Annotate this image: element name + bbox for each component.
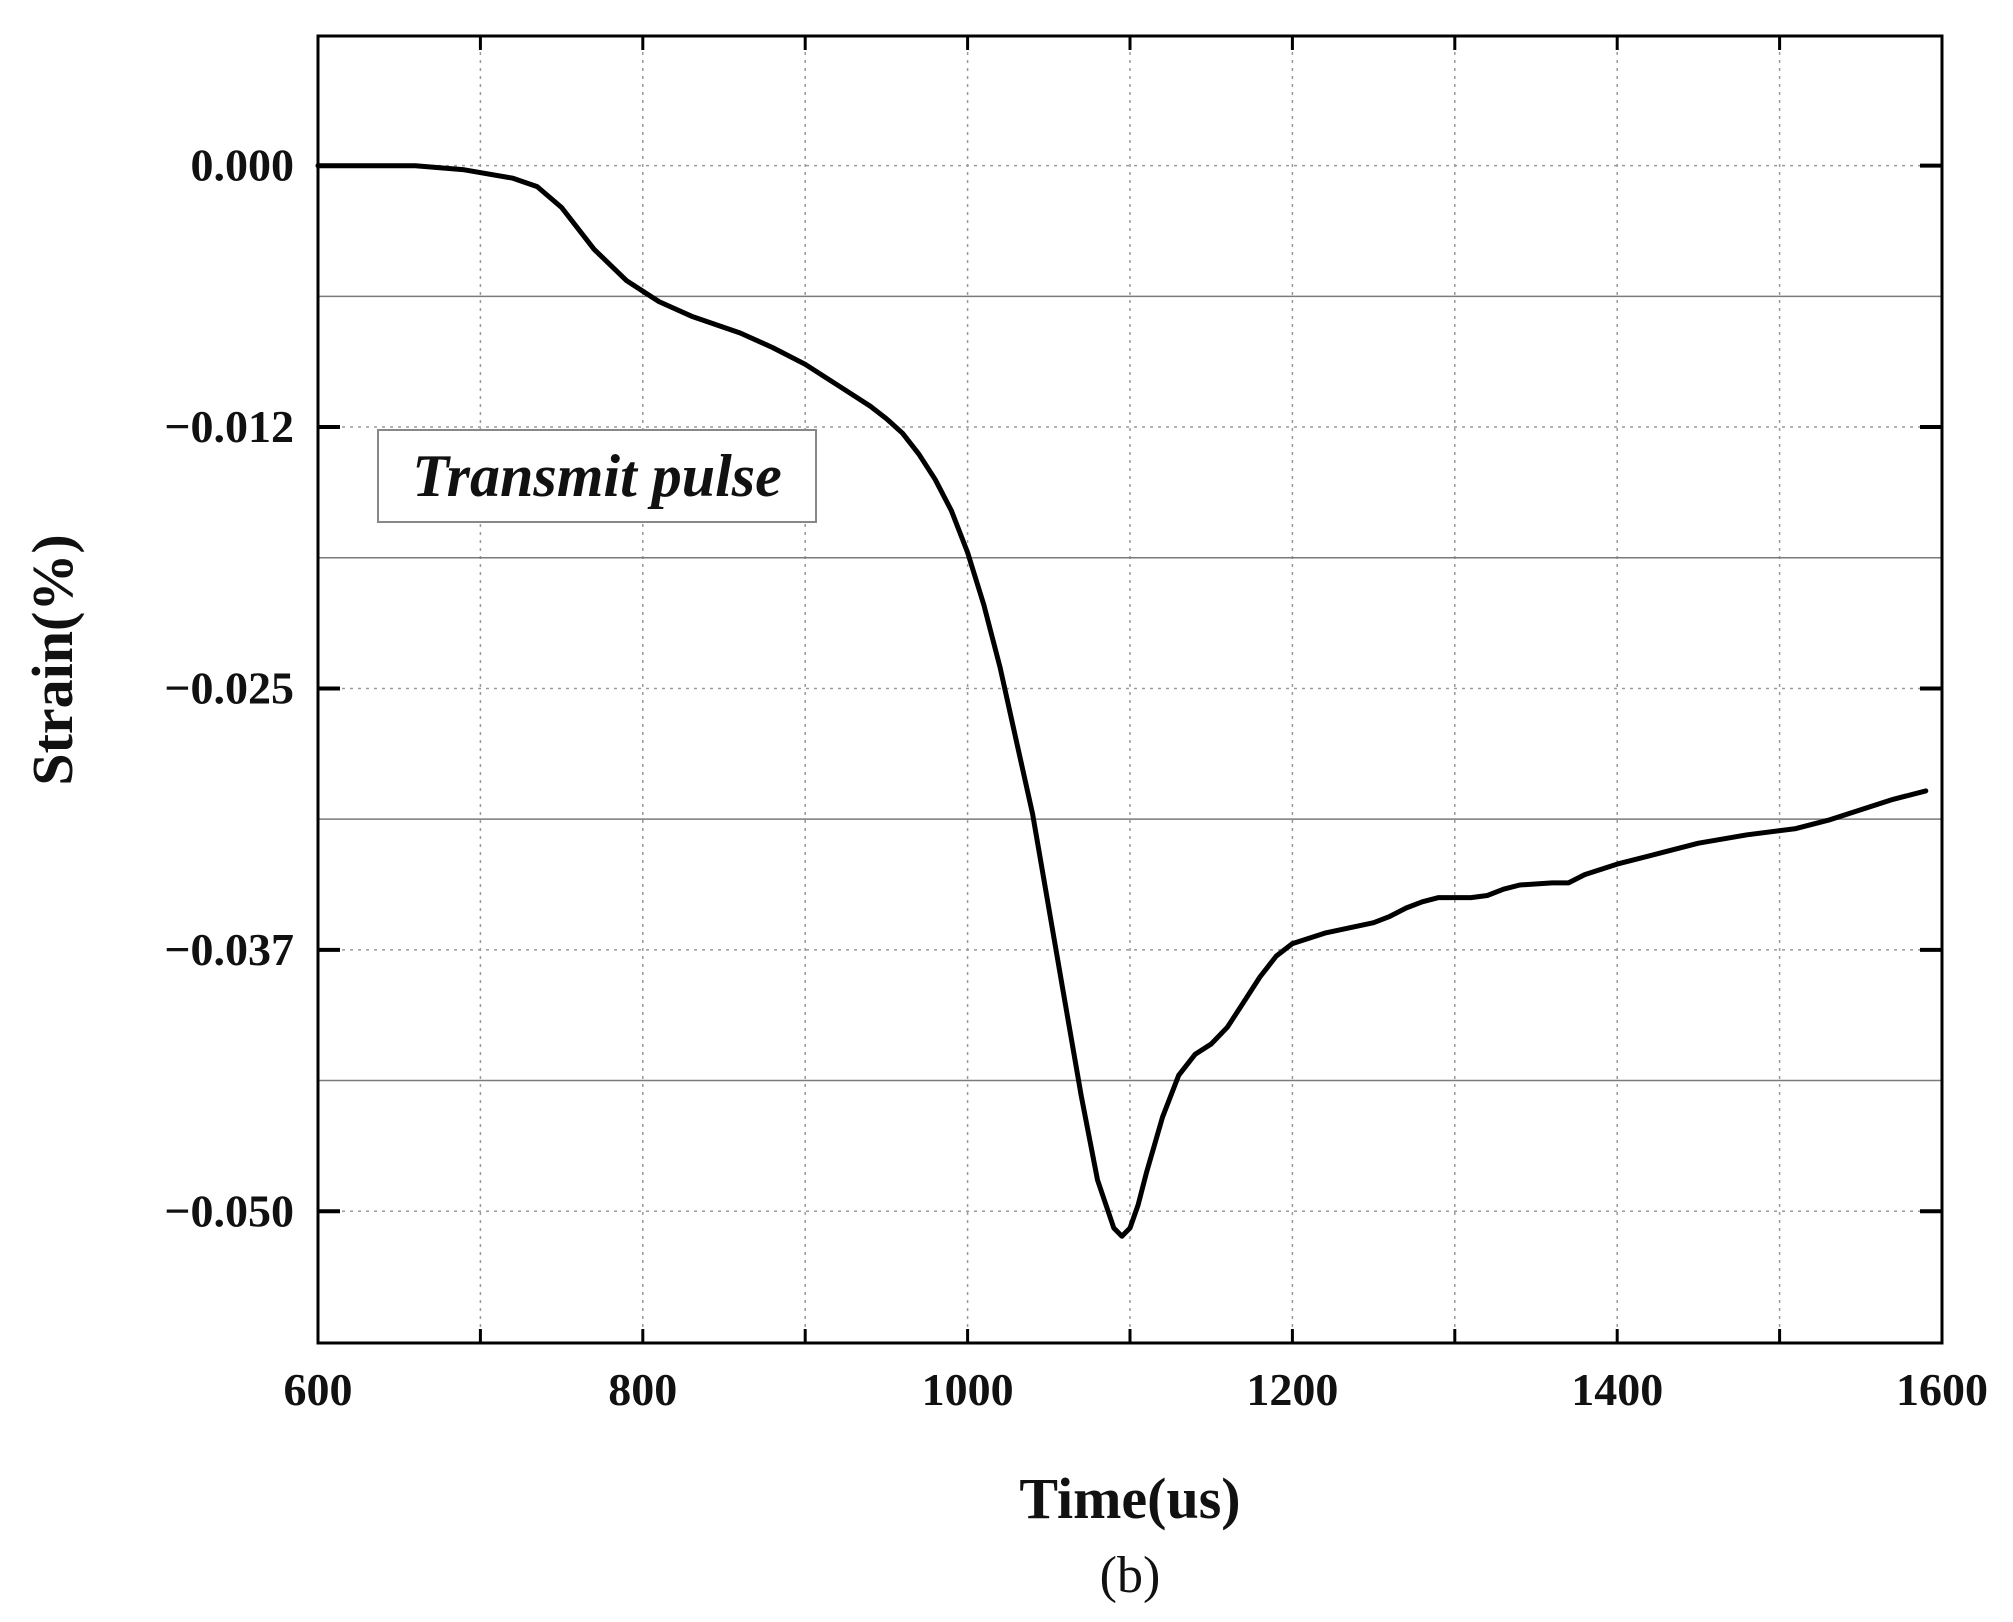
x-tick-label: 1400 xyxy=(1571,1364,1663,1415)
y-tick-label: −0.012 xyxy=(164,401,294,452)
x-tick-label: 1000 xyxy=(922,1364,1014,1415)
x-tick-label: 1200 xyxy=(1246,1364,1338,1415)
x-tick-label: 1600 xyxy=(1896,1364,1988,1415)
y-tick-label: −0.037 xyxy=(164,924,294,975)
strain-series-line xyxy=(315,163,1929,1239)
series-layer xyxy=(315,163,1929,1239)
y-tick-label: 0.000 xyxy=(191,140,295,191)
y-tick-label: −0.050 xyxy=(164,1185,294,1236)
figure-caption: (b) xyxy=(1100,1547,1161,1604)
annotation-box: Transmit pulse xyxy=(377,429,817,523)
annotation-frame xyxy=(377,429,817,523)
grid-layer xyxy=(318,36,1942,1343)
x-tick-label: 800 xyxy=(608,1364,677,1415)
plot-frame xyxy=(316,34,1944,1345)
x-tick-labels: 600 800 1000 1200 1400 1600 xyxy=(284,1364,1989,1415)
x-axis-title: Time(us) xyxy=(1019,1466,1240,1531)
y-axis-title: Strain(%) xyxy=(20,534,85,785)
y-tick-labels: 0.000 −0.012 −0.025 −0.037 −0.050 xyxy=(164,140,294,1237)
plot-background xyxy=(318,36,1942,1343)
y-tick-label: −0.025 xyxy=(164,662,294,713)
annotation-label: Transmit pulse xyxy=(412,443,782,509)
x-tick-label: 600 xyxy=(284,1364,353,1415)
